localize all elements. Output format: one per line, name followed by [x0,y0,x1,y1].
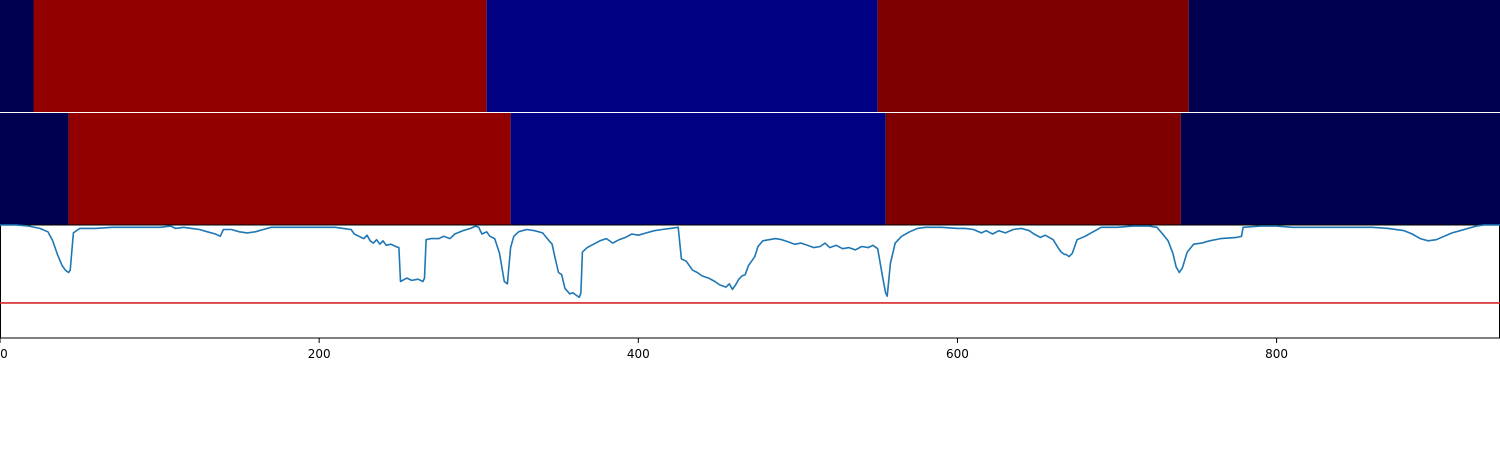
x-tick-label: 200 [308,347,331,361]
x-tick-label: 600 [946,347,969,361]
signal-panel [0,224,1500,339]
segment-top-2 [486,0,878,112]
x-tick-label: 0 [0,347,8,361]
segment-top-1 [33,0,487,112]
segment-bottom-3 [885,113,1181,225]
signal-plot-frame [0,224,1500,339]
segment-bottom-0 [0,113,69,225]
segmentation-bottom-panel [0,113,1500,225]
signal-line [0,224,1500,299]
segment-top-4 [1188,0,1500,112]
segmentation-top-panel [0,0,1500,112]
segment-bottom-2 [510,113,886,225]
x-tick-label: 800 [1265,347,1288,361]
segment-top-0 [0,0,34,112]
x-tick-label: 400 [627,347,650,361]
segment-top-3 [877,0,1189,112]
segment-bottom-1 [68,113,511,225]
x-axis: 0 200 400 600 800 [0,338,1288,361]
segment-bottom-4 [1180,113,1500,225]
